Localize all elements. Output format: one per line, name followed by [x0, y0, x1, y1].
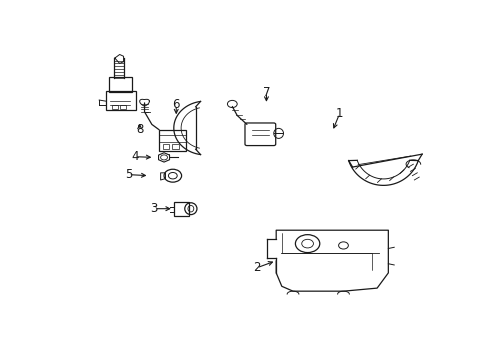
Text: 6: 6	[172, 98, 180, 111]
Text: 5: 5	[124, 168, 132, 181]
Bar	[109, 77, 132, 92]
Bar	[162, 144, 169, 149]
Bar	[173, 202, 189, 216]
Text: 7: 7	[262, 86, 270, 99]
Bar	[120, 105, 126, 109]
Text: 3: 3	[150, 202, 158, 215]
Text: 1: 1	[335, 107, 343, 120]
Bar	[159, 130, 185, 151]
Text: 2: 2	[252, 261, 260, 274]
Text: 4: 4	[131, 150, 138, 163]
Bar	[172, 144, 179, 149]
Text: 8: 8	[136, 123, 143, 136]
Bar	[105, 91, 136, 110]
Bar	[112, 105, 118, 109]
